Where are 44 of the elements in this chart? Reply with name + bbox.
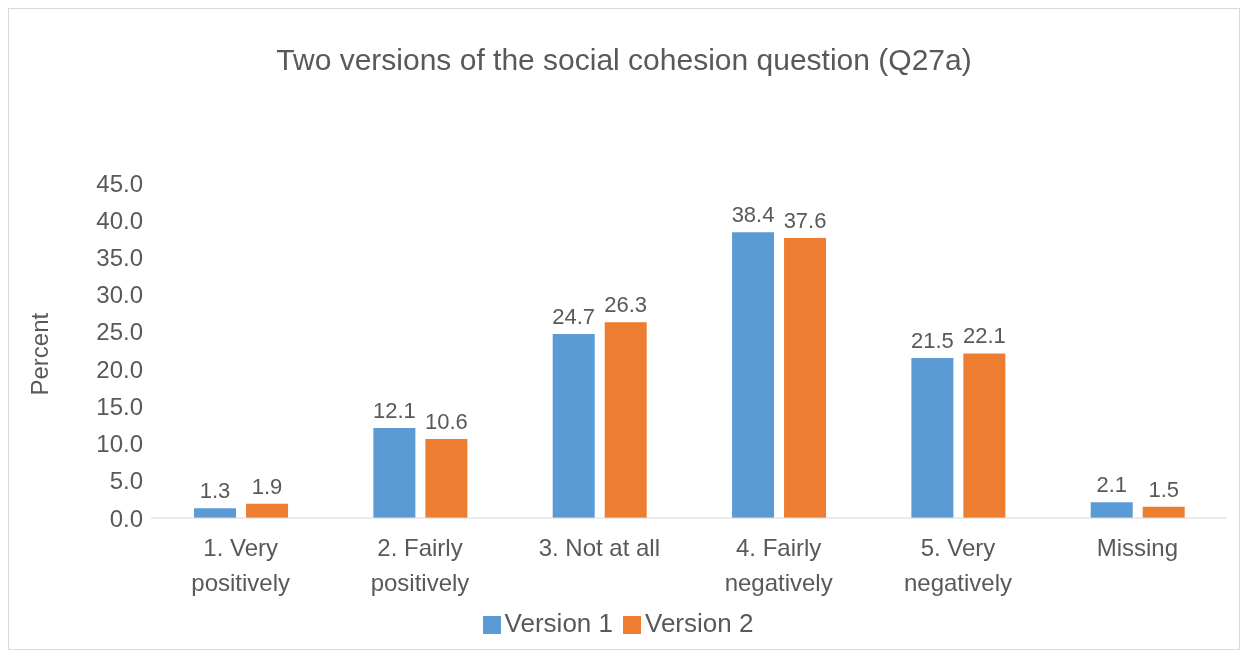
legend-label: Version 1 — [504, 608, 613, 638]
x-tick-label: 5. Very negatively — [903, 534, 1013, 596]
y-tick-label: 40.0 — [96, 206, 143, 234]
data-label: 24.7 — [552, 304, 596, 330]
y-axis-title: Percent — [25, 312, 53, 396]
data-label: 21.5 — [910, 327, 954, 353]
y-tick-label: 25.0 — [96, 318, 143, 346]
data-label: 22.1 — [962, 323, 1006, 349]
x-tick-label: 2. Fairly positively — [370, 534, 470, 596]
bar — [425, 439, 468, 518]
y-tick-label: 5.0 — [109, 467, 143, 495]
x-tick-label: 1. Very positively — [191, 534, 291, 596]
bar — [604, 322, 647, 518]
data-label: 12.1 — [372, 397, 416, 423]
data-label: 1.9 — [251, 473, 283, 499]
bar — [552, 334, 595, 518]
x-tick-label: 4. Fairly negatively — [724, 534, 833, 596]
y-tick-label: 45.0 — [96, 169, 143, 197]
bar — [963, 353, 1006, 518]
bar — [194, 508, 237, 518]
bar — [373, 427, 416, 518]
bar — [1090, 502, 1133, 518]
data-label: 10.6 — [424, 409, 468, 435]
legend-label: Version 2 — [645, 608, 754, 638]
y-tick-label: 10.0 — [96, 430, 143, 458]
bar — [911, 357, 954, 518]
x-tick-label: Missing — [1096, 534, 1179, 561]
y-tick-label: 20.0 — [96, 355, 143, 383]
bar — [784, 238, 827, 518]
data-label: 26.3 — [604, 292, 648, 318]
x-tick-label: 3. Not at all — [538, 534, 661, 561]
data-label: 1.5 — [1148, 476, 1179, 502]
y-tick-label: 15.0 — [96, 392, 143, 420]
y-tick-label: 30.0 — [96, 281, 143, 309]
bar — [732, 232, 775, 518]
bar — [1142, 506, 1185, 518]
data-label: 37.6 — [783, 208, 827, 234]
data-label: 1.3 — [199, 478, 231, 504]
y-tick-label: 0.0 — [109, 504, 143, 532]
bar — [246, 503, 289, 518]
data-label: 38.4 — [731, 202, 775, 228]
data-label: 2.1 — [1096, 472, 1127, 498]
chart-title: Two versions of the social cohesion question (Q27a) — [275, 42, 973, 78]
y-tick-label: 35.0 — [96, 243, 143, 271]
